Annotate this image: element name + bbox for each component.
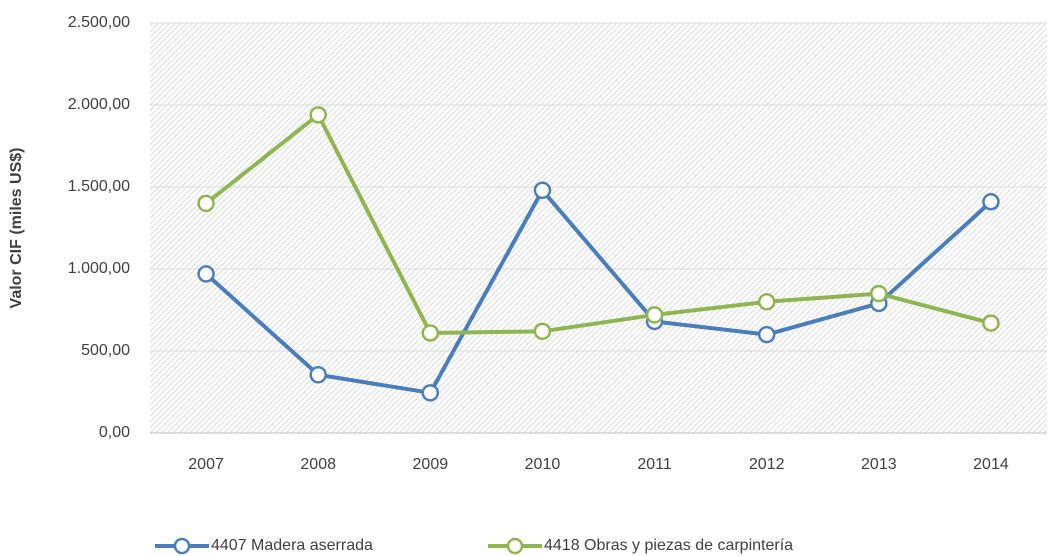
x-tick-label: 2009: [413, 456, 449, 473]
data-point: [645, 306, 664, 324]
y-tick-label: 2.000,00: [68, 96, 130, 113]
y-tick-label: 500,00: [81, 342, 130, 359]
y-tick-label: 2.500,00: [68, 14, 130, 31]
x-tick-label: 2008: [300, 456, 336, 473]
series-line: [204, 112, 992, 335]
x-tick-label: 2014: [973, 456, 1009, 473]
data-point: [309, 106, 327, 124]
x-tick-label: 2012: [749, 456, 785, 473]
y-tick-label: 1.500,00: [68, 178, 130, 195]
data-point: [197, 265, 215, 283]
data-point: [421, 384, 440, 402]
data-point: [982, 314, 1000, 332]
y-tick-label: 0,00: [99, 424, 130, 441]
data-point: [870, 284, 888, 303]
legend-marker: [506, 537, 524, 555]
x-tick-label: 2013: [861, 456, 897, 473]
data-point: [533, 322, 552, 341]
data-point: [421, 324, 440, 342]
plot-background: [150, 23, 1047, 433]
data-point: [982, 193, 1000, 211]
y-tick-label: 1.000,00: [68, 260, 130, 277]
legend-label: 4407 Madera aserrada: [211, 537, 373, 554]
data-point: [757, 293, 776, 311]
legend-label: 4418 Obras y piezas de carpintería: [544, 537, 793, 554]
series-line: [204, 188, 993, 395]
data-point: [197, 194, 215, 213]
y-axis-title: Valor CIF (miles US$): [8, 148, 25, 309]
legend-marker: [173, 537, 191, 555]
data-point: [309, 366, 327, 384]
data-point: [533, 181, 552, 200]
x-tick-label: 2007: [188, 456, 224, 473]
x-tick-label: 2010: [525, 456, 561, 473]
x-tick-label: 2011: [637, 456, 672, 473]
data-point: [757, 325, 776, 344]
